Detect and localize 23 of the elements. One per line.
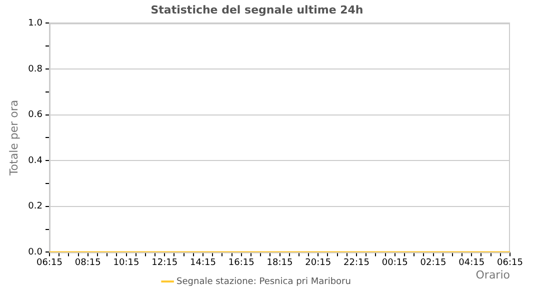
legend-label: Segnale stazione: Pesnica pri Mariboru — [176, 276, 351, 287]
y-tick-label: 1.0 — [28, 18, 43, 29]
x-tick-label: 16:15 — [228, 258, 254, 268]
y-tick-label: 0.4 — [28, 156, 43, 166]
x-tick-label: 08:15 — [74, 258, 101, 268]
y-tick-label: 0.0 — [28, 248, 43, 258]
x-tick-label: 00:15 — [382, 258, 408, 268]
x-axis-title: Orario — [476, 268, 510, 282]
x-tick-label: 10:15 — [113, 258, 140, 268]
x-tick-label: 02:15 — [420, 258, 446, 268]
x-tick-label: 12:15 — [152, 258, 178, 268]
y-axis-title: Totale per ora — [7, 100, 20, 177]
y-tick-label: 0.2 — [28, 202, 43, 212]
x-tick-label: 22:15 — [344, 258, 370, 268]
x-tick-label: 20:15 — [305, 258, 332, 268]
chart-title: Statistiche del segnale ultime 24h — [150, 3, 364, 16]
y-tick-label: 0.8 — [28, 64, 43, 74]
x-tick-label: 18:15 — [266, 258, 293, 268]
x-tick-label: 14:15 — [190, 258, 216, 268]
y-tick-label: 0.6 — [28, 110, 43, 120]
x-tick-label: 04:15 — [458, 258, 485, 268]
x-tick-label: 06:15 — [497, 258, 523, 268]
x-tick-label: 06:15 — [36, 258, 62, 268]
